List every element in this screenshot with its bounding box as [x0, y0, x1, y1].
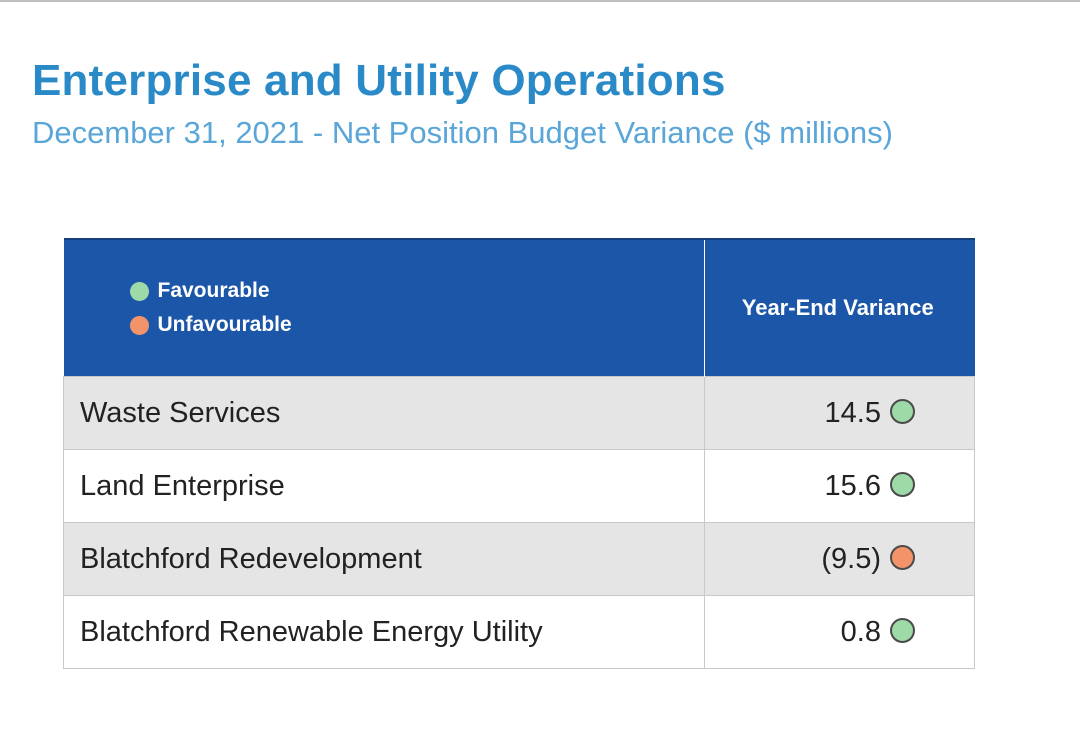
favourable-dot-icon	[129, 281, 149, 301]
legend-header-cell: Favourable Unfavourable	[63, 238, 705, 377]
status-circle-icon	[890, 399, 915, 425]
legend-item-favourable: Favourable	[129, 274, 705, 308]
row-name: Waste Services	[63, 376, 705, 450]
table-row: Blatchford Renewable Energy Utility 0.8	[63, 595, 975, 669]
page-subtitle: December 31, 2021 - Net Position Budget …	[32, 115, 893, 150]
year-end-variance-header: Year-End Variance	[704, 238, 975, 377]
status-circle-icon	[890, 618, 915, 644]
page-title: Enterprise and Utility Operations	[32, 56, 726, 105]
status-circle-icon	[890, 472, 915, 498]
row-name: Land Enterprise	[63, 449, 705, 523]
row-value: 15.6	[824, 469, 881, 502]
row-value: 14.5	[824, 396, 881, 429]
legend-item-unfavourable: Unfavourable	[129, 308, 705, 342]
row-value-cell: 14.5	[704, 376, 975, 450]
variance-table: Favourable Unfavourable Year-End Varianc…	[63, 238, 975, 669]
table-row: Blatchford Redevelopment (9.5)	[63, 522, 975, 596]
row-name: Blatchford Renewable Energy Utility	[63, 595, 705, 669]
legend-favourable-label: Favourable	[157, 279, 270, 302]
row-value-cell: 15.6	[704, 449, 975, 523]
unfavourable-dot-icon	[129, 315, 149, 335]
row-name: Blatchford Redevelopment	[63, 522, 705, 596]
row-value: 0.8	[840, 615, 881, 648]
table-header-row: Favourable Unfavourable Year-End Varianc…	[63, 238, 975, 377]
legend: Favourable Unfavourable	[129, 274, 705, 342]
row-value-cell: 0.8	[704, 595, 975, 669]
table-row: Land Enterprise 15.6	[63, 449, 975, 523]
top-border	[0, 0, 1080, 2]
row-value-cell: (9.5)	[704, 522, 975, 596]
legend-unfavourable-label: Unfavourable	[157, 313, 292, 336]
row-value: (9.5)	[821, 542, 881, 575]
status-circle-icon	[890, 545, 915, 571]
table-row: Waste Services 14.5	[63, 376, 975, 450]
